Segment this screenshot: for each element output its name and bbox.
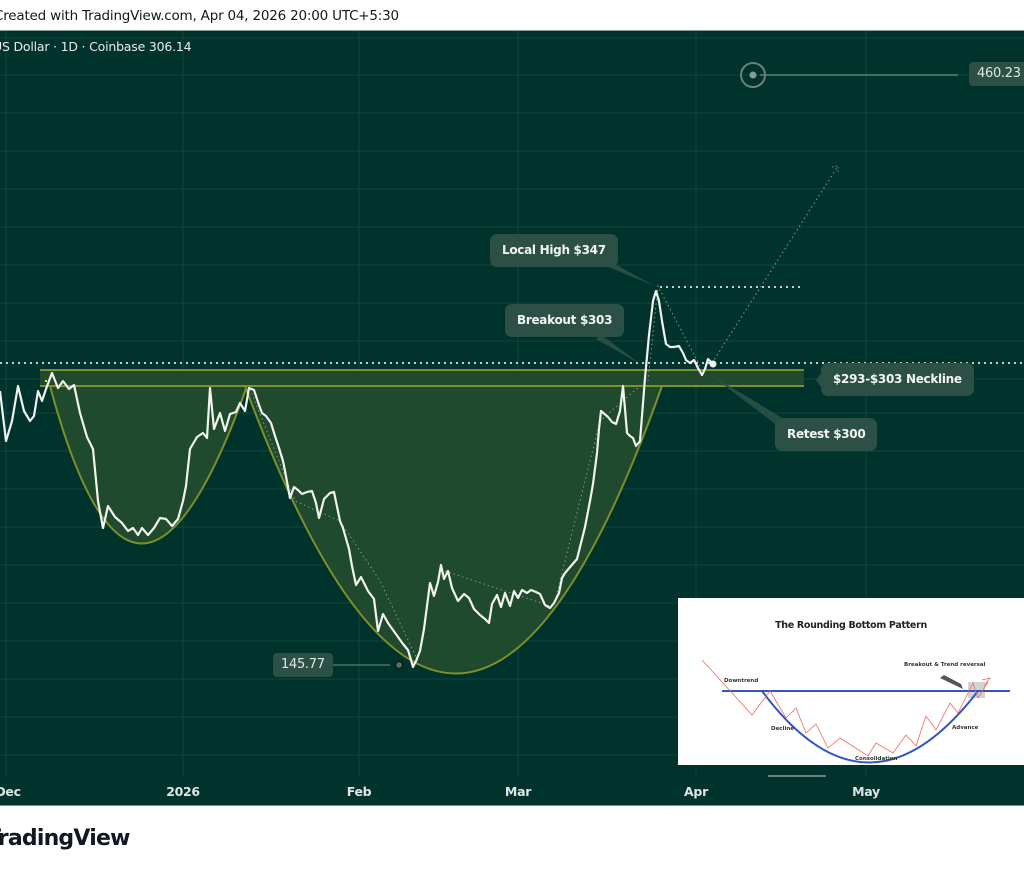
breakout-pointer	[596, 334, 642, 365]
rounding-bottom-pattern	[243, 385, 664, 675]
retest-callout[interactable]: Retest $300	[775, 418, 878, 451]
target-price-tag: 460.23	[969, 62, 1024, 86]
projection-line	[711, 165, 839, 364]
low-marker	[394, 660, 404, 670]
inset-label-consolidation: Consolidation	[855, 756, 898, 762]
x-axis-label-dec: Dec	[0, 784, 21, 799]
target-marker	[740, 62, 766, 88]
rounding-bottom-reference-image: The Rounding Bottom Pattern Downtrend De…	[678, 598, 1024, 765]
retest-pointer	[708, 373, 787, 426]
chart-area[interactable]: US Dollar · 1D · Coinbase 306.14 Local H…	[0, 30, 1024, 806]
price-line	[0, 289, 713, 669]
chart-caption: Created with TradingView.com, Apr 04, 20…	[0, 8, 399, 24]
x-axis-label-apr: Apr	[684, 784, 708, 799]
inset-label-decline: Decline	[771, 726, 794, 732]
last-price-dot	[709, 360, 717, 368]
x-axis-label-2026: 2026	[166, 784, 200, 799]
inset-label-advance: Advance	[952, 725, 979, 731]
inset-diagram	[701, 659, 1010, 764]
inset-title: The Rounding Bottom Pattern	[775, 620, 927, 631]
x-axis-label-may: May	[852, 784, 880, 799]
neckline-callout[interactable]: $293-$303 Neckline	[821, 363, 974, 396]
low-price-tag: 145.77	[273, 653, 333, 677]
breakout-callout[interactable]: Breakout $303	[505, 304, 625, 337]
inset-label-downtrend: Downtrend	[724, 678, 759, 684]
x-axis-label-feb: Feb	[346, 784, 372, 799]
time-scroll-indicator[interactable]	[768, 775, 826, 777]
price-chart[interactable]	[0, 31, 1024, 806]
neckline-band	[40, 370, 804, 386]
symbol-info: US Dollar · 1D · Coinbase 306.14	[0, 39, 192, 54]
tradingview-logo[interactable]: TradingView	[0, 826, 130, 851]
inset-label-breakout: Breakout & Trend reversal	[904, 662, 986, 668]
local-high-callout[interactable]: Local High $347	[490, 234, 618, 267]
neckline-pointer	[816, 372, 822, 388]
x-axis-label-mar: Mar	[504, 784, 532, 799]
